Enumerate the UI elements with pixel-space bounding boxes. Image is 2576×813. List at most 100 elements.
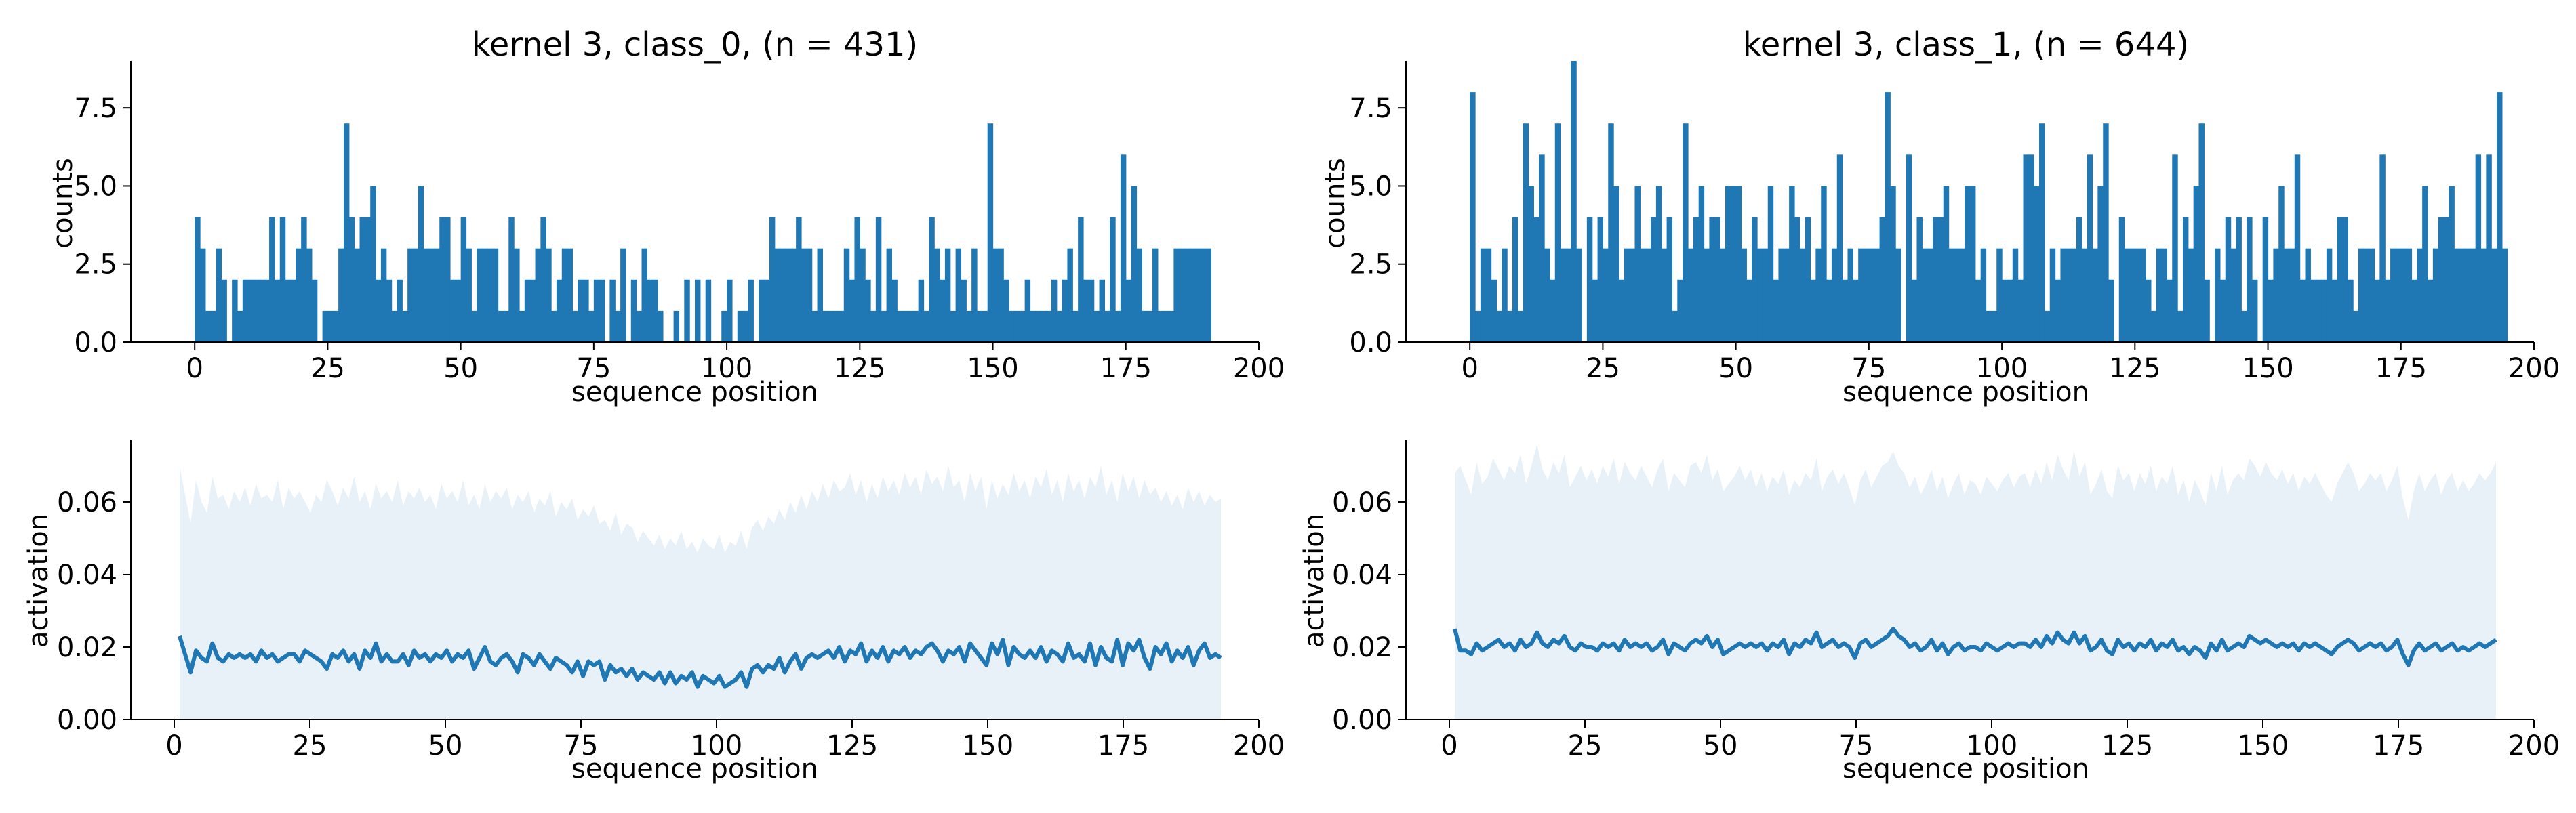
bar <box>673 310 680 342</box>
y-tick-label: 0.02 <box>57 632 117 663</box>
bar <box>1035 310 1041 342</box>
bar <box>1634 186 1641 342</box>
bar <box>785 248 791 342</box>
bar <box>940 279 946 342</box>
bar <box>2066 248 2072 342</box>
bar <box>705 279 712 342</box>
bar <box>1911 279 1918 342</box>
x-axis-label: sequence position <box>571 377 818 408</box>
bar <box>237 310 243 342</box>
bar <box>1672 310 1678 342</box>
bar <box>466 248 472 342</box>
axes: 0 25 50 75 100 125 150 175 200 0.00 0.02 0.04 0.06 <box>57 440 1285 762</box>
activation-band <box>1455 444 2496 720</box>
bar <box>1003 279 1009 342</box>
bar <box>1640 248 1646 342</box>
y-tick-label: 0.04 <box>1332 560 1392 591</box>
y-tick-label: 5.0 <box>1349 171 1392 202</box>
bar <box>1491 279 1497 342</box>
bar <box>902 310 908 342</box>
x-tick-label: 200 <box>1233 353 1285 384</box>
bar <box>1789 186 1795 342</box>
bar <box>1762 248 1769 342</box>
bar <box>2475 154 2482 343</box>
bar <box>1645 248 1651 342</box>
bar <box>1152 248 1159 342</box>
bar <box>1975 279 1981 342</box>
bar <box>221 279 227 342</box>
bar <box>2294 154 2301 343</box>
bar <box>1157 310 1164 342</box>
x-axis-label: sequence position <box>571 753 818 785</box>
bar <box>934 248 940 342</box>
bar <box>2417 248 2423 342</box>
bar <box>1041 310 1047 342</box>
bar <box>2268 279 2274 342</box>
bar <box>1965 186 1971 342</box>
bar <box>365 217 371 342</box>
bar <box>535 248 541 342</box>
bar <box>2491 248 2497 342</box>
bar <box>1677 279 1683 342</box>
bar <box>1986 310 1992 342</box>
bar <box>2369 248 2375 342</box>
bar <box>2097 186 2104 342</box>
bar <box>2480 248 2487 342</box>
bar <box>2092 248 2098 342</box>
bar <box>907 310 914 342</box>
bar <box>380 248 387 342</box>
bar <box>1142 310 1148 342</box>
bar <box>546 248 552 342</box>
bar <box>1943 186 1950 342</box>
bar <box>1879 217 1886 342</box>
bar <box>449 279 456 342</box>
bar <box>1115 310 1121 342</box>
bar <box>742 310 749 342</box>
bar <box>2497 92 2503 342</box>
y-tick-label: 0.02 <box>1332 632 1392 663</box>
x-tick-label: 25 <box>1586 353 1620 384</box>
bar <box>258 279 264 342</box>
bar <box>1200 248 1207 342</box>
bar <box>1539 154 1545 343</box>
bar <box>471 310 477 342</box>
bar <box>1523 123 1529 342</box>
bar <box>338 248 344 342</box>
bar <box>322 310 329 342</box>
x-tick-label: 25 <box>293 730 327 762</box>
bar <box>2262 217 2269 342</box>
bar <box>1168 310 1175 342</box>
bar <box>2002 279 2008 342</box>
bar <box>2464 248 2471 342</box>
bar <box>2193 186 2200 342</box>
bar <box>2358 248 2364 342</box>
bar <box>897 310 903 342</box>
bar <box>1815 248 1822 342</box>
bar <box>1024 279 1031 342</box>
bar <box>833 310 839 342</box>
y-tick-label: 0.0 <box>74 327 117 358</box>
bar <box>428 248 435 342</box>
bar <box>1480 248 1487 342</box>
bar <box>1661 248 1668 342</box>
x-tick-label: 100 <box>1976 353 2028 384</box>
bar <box>391 310 398 342</box>
bar <box>232 279 238 342</box>
bar <box>944 248 951 342</box>
bar <box>1571 61 1577 342</box>
bar <box>1890 186 1896 342</box>
bar <box>1709 217 1715 342</box>
bar <box>487 248 494 342</box>
bar <box>1147 310 1153 342</box>
bar <box>2428 279 2434 342</box>
bar <box>1046 310 1052 342</box>
bar <box>1173 248 1180 342</box>
bar <box>588 310 595 342</box>
bar <box>210 310 217 342</box>
bar <box>2225 217 2232 342</box>
bar <box>1104 310 1110 342</box>
bar <box>567 248 573 342</box>
bar <box>1799 248 1806 342</box>
bar <box>2305 248 2311 342</box>
bar <box>2150 310 2157 342</box>
